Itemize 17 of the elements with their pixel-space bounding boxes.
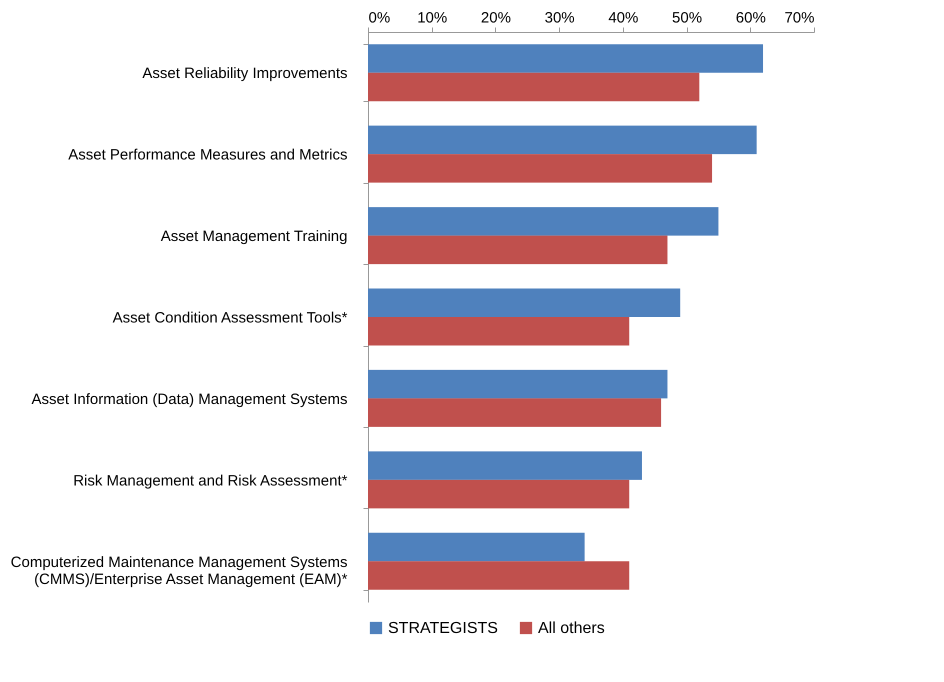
x-tick-label: 10% (417, 10, 448, 26)
y-tick-label: Asset Condition Assessment Tools* (112, 310, 348, 326)
x-tick-label: 40% (608, 10, 638, 26)
legend-label: STRATEGISTS (388, 620, 498, 637)
y-tick-label: Computerized Maintenance Management Systems (CMMS)/Enterprise Asset Management (EAM)* (10, 554, 348, 588)
y-tick-label: Asset Management Training (160, 228, 348, 246)
x-tick-label: 0% (368, 10, 390, 26)
y-tick-label: Risk Management and Risk Assessment* (73, 472, 348, 490)
legend-label: All others (538, 620, 605, 637)
x-tick-label: 60% (736, 10, 766, 26)
x-tick-label: 30% (544, 10, 575, 26)
y-tick-label: Asset Performance Measures and Metrics (68, 146, 348, 164)
x-tick-label: 20% (480, 10, 511, 26)
y-tick-label: Asset Reliability Improvements (142, 65, 348, 82)
x-tick-label: 70% (784, 10, 814, 26)
x-tick-label: 50% (672, 10, 702, 26)
y-tick-label: Asset Information (Data) Management Systems (32, 390, 348, 408)
